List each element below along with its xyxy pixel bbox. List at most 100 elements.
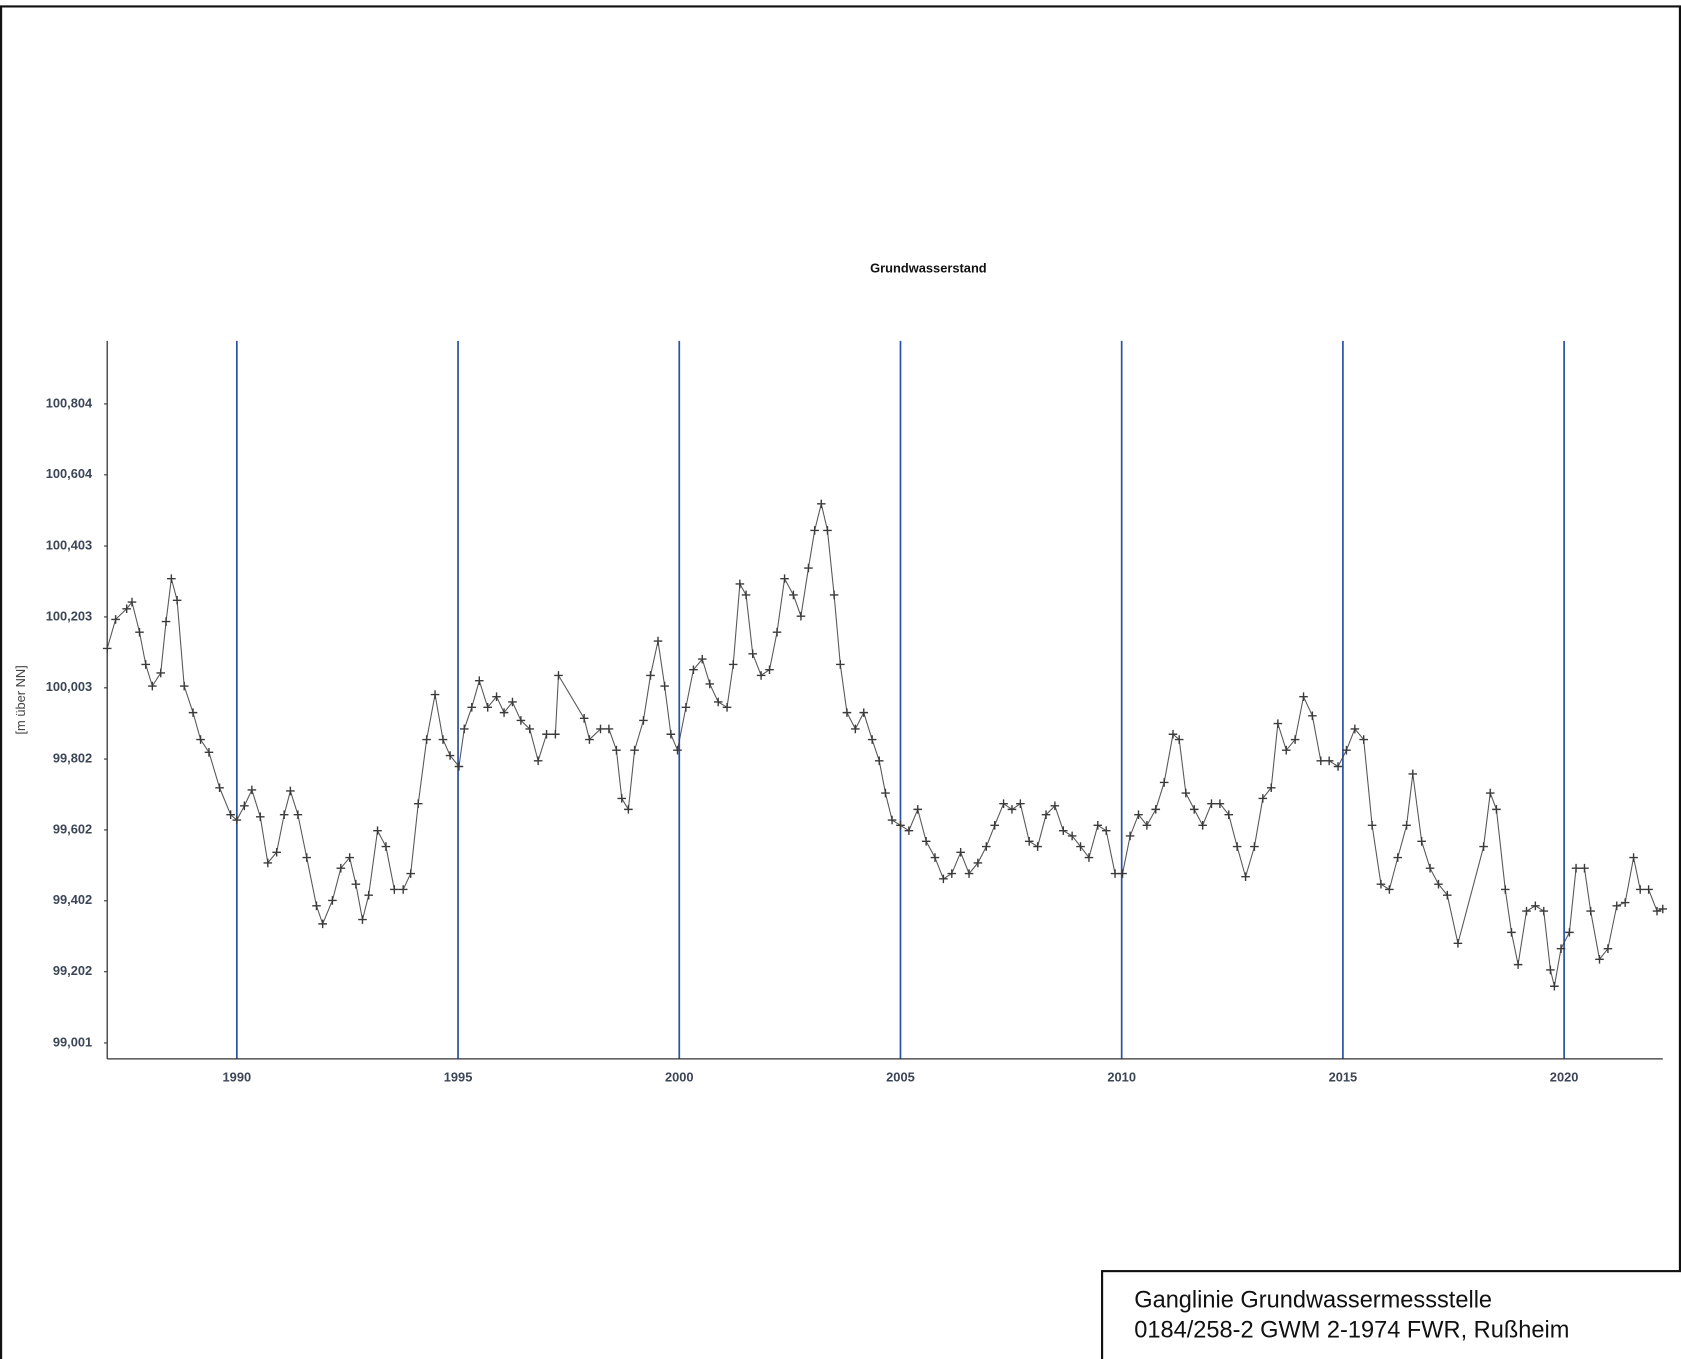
point-marker [1417, 836, 1426, 846]
point-marker [1241, 872, 1250, 882]
point-marker [829, 590, 839, 600]
point-marker [1385, 885, 1394, 894]
point-marker [1266, 783, 1276, 793]
point-marker [226, 810, 235, 819]
point-marker [167, 574, 176, 583]
point-marker [681, 703, 691, 712]
point-marker [1324, 756, 1334, 766]
y-tick-label: 100,804 [46, 395, 93, 410]
point-marker [1181, 788, 1191, 798]
point-marker [1376, 879, 1386, 889]
point-marker [1580, 863, 1589, 873]
point-marker [1359, 735, 1368, 744]
x-tick-label: 2010 [1107, 1070, 1136, 1085]
point-marker [673, 745, 682, 755]
point-marker [1273, 719, 1283, 728]
y-tick-label: 100,003 [46, 679, 92, 694]
point-marker [630, 745, 639, 755]
point-marker [188, 708, 198, 717]
point-marker [1174, 735, 1184, 744]
point-marker [459, 724, 469, 734]
point-marker [1652, 906, 1662, 916]
point-marker [1093, 821, 1103, 830]
info-line: 0184/258-2 GWM 2-1974 FWR, Rußheim [1134, 1316, 1569, 1342]
point-marker [1586, 906, 1595, 916]
point-marker [454, 762, 464, 771]
point-marker [1612, 901, 1622, 911]
point-marker [247, 785, 257, 795]
point-marker [982, 842, 991, 851]
point-marker [141, 660, 150, 669]
point-marker [973, 858, 983, 868]
point-marker [1033, 842, 1042, 851]
point-marker [430, 690, 440, 699]
point-marker [1393, 853, 1403, 862]
point-marker [1067, 831, 1077, 841]
point-marker [1595, 955, 1604, 964]
point-marker [1224, 810, 1234, 819]
point-marker [697, 654, 707, 664]
point-marker [318, 919, 327, 929]
point-marker [666, 729, 676, 739]
point-marker [913, 805, 923, 814]
point-marker [483, 703, 492, 712]
point-marker [156, 668, 166, 678]
point-marker [373, 826, 382, 835]
point-marker [1118, 869, 1127, 878]
point-marker [1076, 842, 1085, 851]
point-marker [1151, 805, 1161, 814]
point-marker [328, 896, 337, 905]
point-marker [947, 869, 957, 878]
point-marker [263, 858, 273, 868]
point-marker [653, 636, 663, 646]
point-marker [823, 526, 832, 535]
point-marker [1308, 711, 1317, 721]
point-marker [148, 681, 157, 691]
x-tick-label: 2015 [1329, 1070, 1358, 1085]
point-marker [492, 692, 501, 701]
point-marker [1232, 842, 1242, 851]
point-marker [939, 874, 948, 884]
point-marker [990, 821, 1000, 830]
point-marker [1500, 885, 1510, 894]
point-marker [1453, 939, 1463, 948]
x-tick-label: 2000 [665, 1070, 694, 1085]
point-marker [1402, 821, 1411, 830]
point-marker [836, 660, 845, 669]
point-marker [351, 879, 361, 889]
point-marker [735, 579, 745, 589]
y-tick-label: 100,604 [46, 466, 93, 481]
point-marker [215, 783, 224, 793]
point-marker [286, 786, 295, 796]
point-marker [789, 590, 798, 600]
point-marker [345, 853, 354, 862]
point-marker [585, 735, 594, 744]
point-marker [904, 826, 914, 835]
point-marker [1281, 745, 1291, 755]
point-marker [689, 665, 698, 675]
point-marker [705, 679, 715, 689]
series-line [106, 503, 1663, 987]
point-marker [312, 901, 321, 911]
point-marker [1603, 944, 1613, 953]
point-marker [859, 708, 869, 717]
point-marker [851, 724, 860, 734]
x-tick-label: 2020 [1550, 1070, 1579, 1085]
point-marker [111, 615, 120, 624]
point-marker [1485, 788, 1495, 798]
point-marker [728, 660, 738, 669]
point-marker [272, 847, 281, 857]
y-tick-label: 99,602 [53, 821, 92, 836]
point-marker [1299, 692, 1308, 701]
point-marker [422, 735, 431, 744]
point-marker [881, 788, 890, 798]
point-marker [612, 745, 621, 755]
point-marker [172, 595, 182, 605]
point-marker [1142, 821, 1152, 830]
point-marker [179, 681, 189, 691]
point-marker [542, 729, 551, 739]
point-marker [646, 671, 655, 680]
point-marker [102, 644, 112, 653]
point-marker [1546, 965, 1555, 975]
